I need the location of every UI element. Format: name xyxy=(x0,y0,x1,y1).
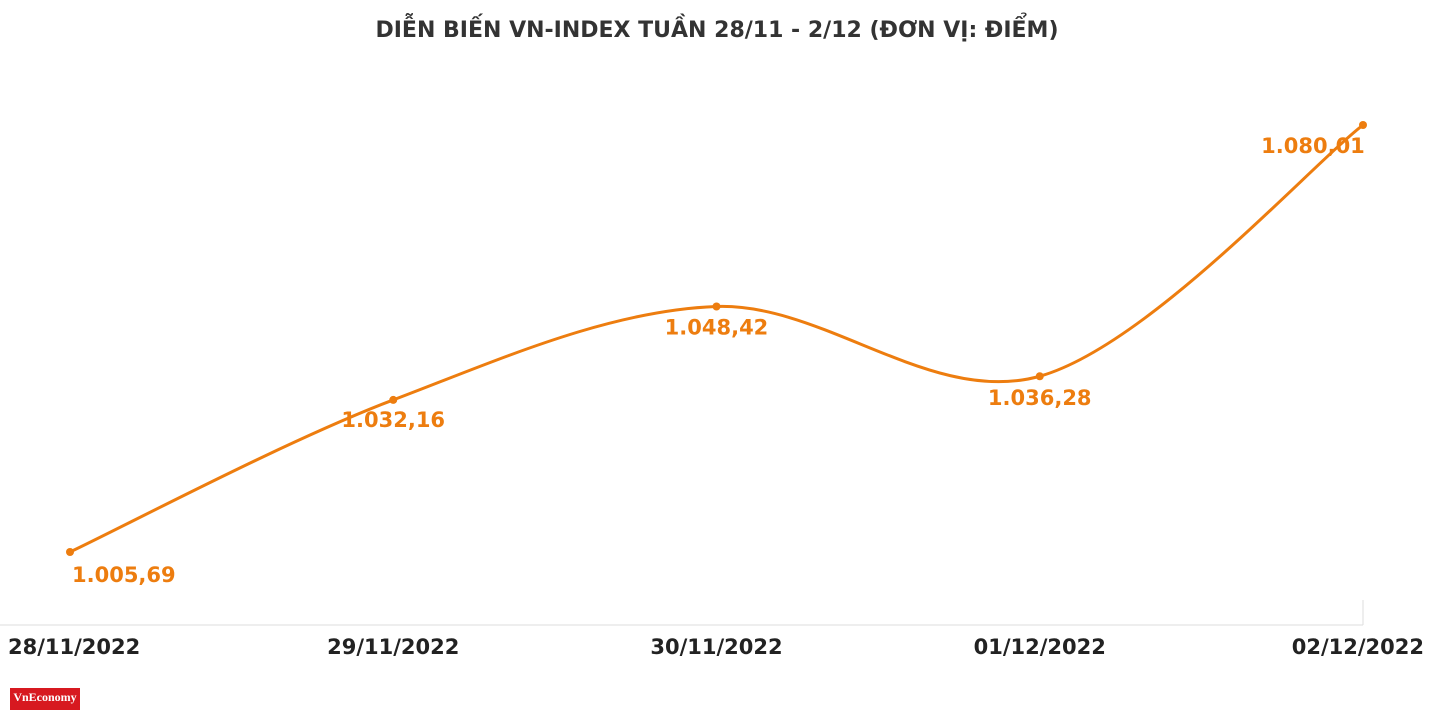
x-tick-label: 02/12/2022 xyxy=(1292,635,1424,659)
x-tick-label: 30/11/2022 xyxy=(650,635,782,659)
point xyxy=(389,395,398,404)
data-label: 1.036,28 xyxy=(988,386,1092,410)
point xyxy=(66,548,74,556)
chart-title: DIỄN BIẾN VN-INDEX TUẦN 28/11 - 2/12 (ĐƠ… xyxy=(375,14,1058,43)
point xyxy=(712,302,721,311)
x-tick-label: 28/11/2022 xyxy=(8,635,140,659)
data-label: 1.080,01 xyxy=(1261,134,1365,158)
data-label: 1.032,16 xyxy=(341,408,445,432)
x-tick-label: 29/11/2022 xyxy=(327,635,459,659)
logo: VnEconomy xyxy=(13,690,76,704)
line xyxy=(69,123,1364,554)
point xyxy=(1359,121,1367,129)
x-tick-label: 01/12/2022 xyxy=(974,635,1106,659)
data-label: 1.048,42 xyxy=(665,315,769,339)
logo-box xyxy=(10,688,80,710)
point xyxy=(1035,372,1044,381)
data-label: 1.005,69 xyxy=(72,563,176,587)
